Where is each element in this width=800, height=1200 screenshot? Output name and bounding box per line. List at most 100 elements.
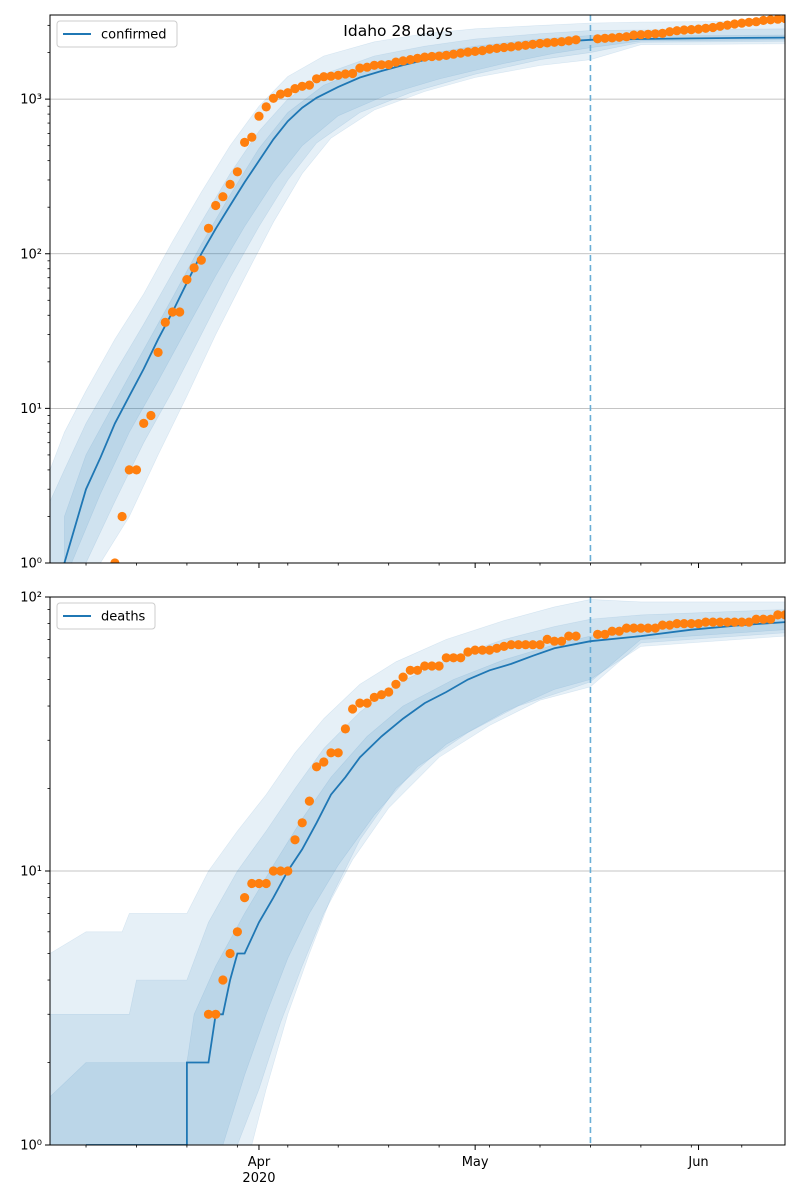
observed-point bbox=[254, 878, 264, 889]
observed-point bbox=[715, 617, 725, 627]
observed-point bbox=[535, 38, 545, 49]
observed-point bbox=[693, 24, 704, 34]
observed-point bbox=[571, 35, 581, 45]
uncertainty-band-1 bbox=[50, 20, 785, 563]
observed-point bbox=[384, 60, 394, 70]
uncertainty-band-3 bbox=[64, 34, 785, 563]
observed-point bbox=[276, 89, 286, 99]
observed-point bbox=[701, 617, 711, 627]
observed-point bbox=[412, 53, 423, 63]
observed-point bbox=[758, 15, 769, 25]
observed-point bbox=[203, 1009, 214, 1019]
observed-point bbox=[441, 50, 451, 61]
uncertainty-band-2 bbox=[50, 28, 785, 563]
observed-point bbox=[485, 44, 495, 54]
observed-point bbox=[182, 275, 192, 285]
observed-point bbox=[211, 200, 221, 211]
observed-point bbox=[319, 72, 329, 82]
plot-content bbox=[50, 597, 785, 1145]
observed-point bbox=[701, 23, 711, 33]
model-line-deaths bbox=[86, 621, 785, 1145]
observed-point bbox=[304, 80, 314, 90]
observed-point bbox=[290, 835, 300, 845]
observed-point bbox=[686, 25, 696, 35]
x-tick-label: May bbox=[462, 1155, 489, 1170]
observed-point bbox=[276, 866, 286, 876]
observed-point bbox=[448, 653, 459, 663]
observed-point bbox=[376, 60, 387, 70]
observed-point bbox=[722, 20, 733, 30]
observed-point bbox=[167, 307, 178, 317]
observed-point bbox=[434, 661, 444, 671]
observed-point bbox=[600, 33, 610, 43]
observed-point bbox=[355, 698, 365, 708]
observed-point bbox=[369, 60, 379, 70]
observed-point bbox=[506, 42, 516, 52]
observed-point bbox=[261, 878, 271, 889]
y-tick-label: 10¹ bbox=[20, 865, 42, 880]
observed-point bbox=[456, 48, 466, 58]
observed-point bbox=[340, 69, 350, 79]
observed-point bbox=[398, 672, 408, 682]
observed-point bbox=[261, 102, 271, 112]
observed-point bbox=[326, 748, 336, 758]
axes-frame bbox=[49, 14, 786, 564]
y-tick-label: 10² bbox=[20, 247, 42, 262]
observed-point bbox=[427, 51, 437, 62]
observed-point bbox=[477, 46, 487, 56]
observed-point bbox=[665, 27, 675, 37]
y-tick-label: 10¹ bbox=[20, 402, 42, 417]
observed-point bbox=[398, 56, 408, 66]
observed-point bbox=[499, 641, 509, 652]
confirmed-axis-ticks: 10⁰ 10¹ 10² 10³ bbox=[20, 24, 743, 572]
deaths-plot-area bbox=[49, 596, 786, 1146]
observed-point bbox=[766, 15, 776, 25]
observed-point bbox=[614, 32, 624, 42]
confirmed-plot-area bbox=[49, 14, 786, 564]
observed-point bbox=[521, 40, 531, 50]
observed-point bbox=[290, 84, 300, 94]
observed-point bbox=[513, 640, 524, 650]
observed-point bbox=[340, 724, 350, 734]
observed-point bbox=[247, 132, 257, 142]
observed-point bbox=[283, 866, 293, 876]
observed-point bbox=[175, 307, 185, 317]
observed-point bbox=[672, 619, 682, 629]
observed-point bbox=[240, 137, 250, 147]
observed-point bbox=[557, 636, 567, 646]
uncertainty-band-1 bbox=[50, 599, 785, 1145]
observed-point bbox=[232, 167, 242, 177]
observed-point bbox=[564, 631, 574, 641]
observed-point bbox=[665, 620, 675, 630]
observed-point bbox=[405, 55, 415, 65]
observed-point bbox=[708, 22, 718, 33]
observed-point bbox=[528, 640, 538, 650]
deaths-legend: deaths bbox=[56, 602, 156, 630]
observed-point bbox=[203, 223, 214, 233]
plot-content bbox=[50, 15, 785, 563]
observed-point bbox=[297, 81, 307, 91]
observed-point bbox=[737, 18, 747, 28]
confirmed-panel: 10⁰ 10¹ 10² 10³ confirmed Idaho 28 days bbox=[20, 14, 786, 572]
observed-point bbox=[391, 57, 401, 67]
observed-point bbox=[650, 29, 660, 39]
legend-box bbox=[56, 20, 178, 48]
observed-point bbox=[758, 614, 769, 624]
observed-point bbox=[744, 617, 754, 627]
observed-point bbox=[571, 631, 581, 641]
observed-point bbox=[139, 418, 149, 428]
observed-point bbox=[225, 179, 235, 189]
y-tick-label: 10² bbox=[20, 591, 42, 606]
observed-point bbox=[650, 623, 660, 633]
observed-point bbox=[362, 698, 372, 708]
observed-point bbox=[499, 42, 509, 53]
observed-point bbox=[463, 647, 473, 657]
observed-point bbox=[391, 679, 401, 689]
observed-point bbox=[773, 610, 783, 620]
observed-point bbox=[780, 15, 785, 24]
observed-point bbox=[629, 623, 639, 633]
observed-point bbox=[693, 619, 704, 629]
observed-point bbox=[153, 347, 163, 357]
